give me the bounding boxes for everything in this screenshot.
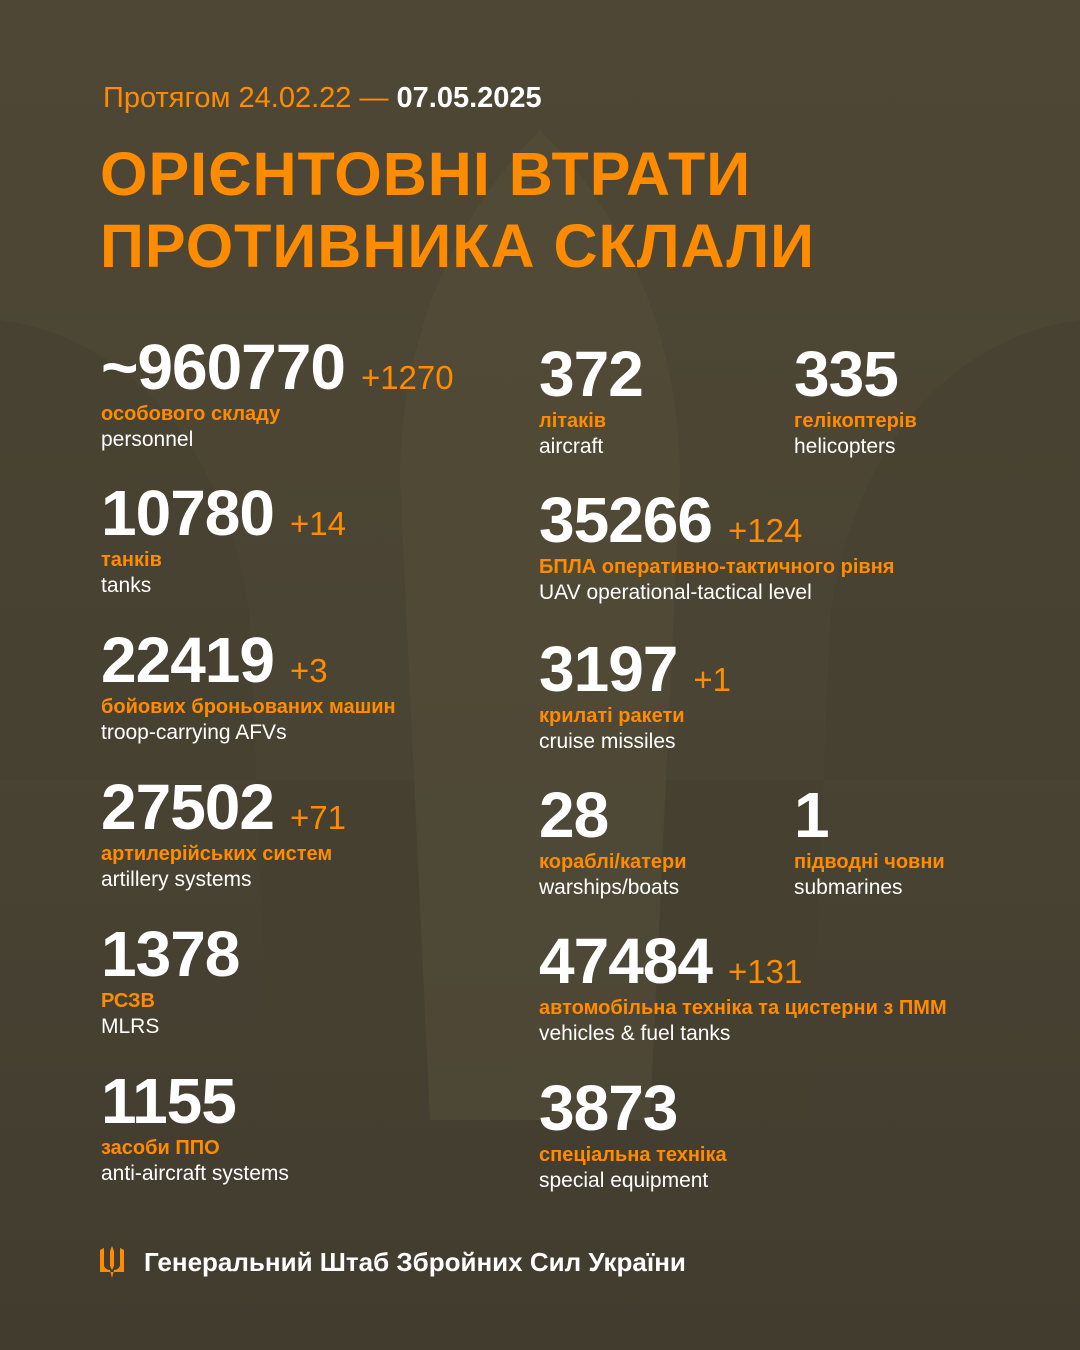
stat-tanks: 10780 +14 танків tanks — [101, 478, 346, 598]
report-date: 07.05.2025 — [396, 82, 542, 114]
stat-delta: +3 — [289, 652, 328, 689]
stat-label-en: aircraft — [539, 435, 604, 458]
stat-label-en: warships/boats — [539, 876, 680, 899]
stat-delta: +71 — [289, 799, 346, 836]
stat-cruise-missiles: 3197 +1 крилаті ракети cruise missiles — [539, 634, 731, 754]
org-name: Генеральний Штаб Збройних Сил України — [144, 1246, 686, 1277]
stat-label-en: anti-aircraft systems — [101, 1162, 289, 1185]
stat-delta: +1270 — [360, 359, 454, 396]
trident-icon — [100, 1246, 124, 1278]
page-title: ОРІЄНТОВНІ ВТРАТИ ПРОТИВНИКА СКЛАЛИ — [100, 138, 815, 282]
title-line-1: ОРІЄНТОВНІ ВТРАТИ — [100, 140, 752, 208]
stat-value: 22419 — [101, 624, 275, 696]
stat-value: 335 — [794, 338, 899, 410]
stat-vehicles: 47484 +131 автомобільна техніка та цистер… — [539, 926, 947, 1046]
stat-value: 1 — [794, 779, 830, 851]
stat-label-ua: танків — [101, 549, 162, 571]
stat-artillery: 27502 +71 артилерійських систем artillery… — [101, 772, 346, 892]
stat-label-en: special equipment — [539, 1169, 709, 1192]
stat-label-en: helicopters — [794, 435, 896, 458]
stat-warships: 28 кораблі/катери warships/boats — [539, 780, 687, 900]
stat-label-ua: кораблі/катери — [539, 851, 687, 873]
footer: Генеральний Штаб Збройних Сил України — [100, 1246, 686, 1278]
stat-value: 372 — [539, 338, 644, 410]
stat-label-en: tanks — [101, 574, 152, 597]
stat-value: 47484 — [539, 925, 713, 997]
stat-label-ua: гелікоптерів — [794, 410, 917, 432]
stat-label-ua: РСЗВ — [101, 990, 155, 1012]
stat-label-en: artillery systems — [101, 868, 252, 891]
stat-label-ua: артилерійських систем — [101, 843, 333, 865]
stat-label-ua: автомобільна техніка та цистерни з ПММ — [539, 997, 947, 1019]
title-line-2: ПРОТИВНИКА СКЛАЛИ — [100, 212, 815, 280]
stat-submarines: 1 підводні човни submarines — [794, 780, 945, 900]
stat-label-en: vehicles & fuel tanks — [539, 1022, 731, 1045]
stat-uav: 35266 +124 БПЛА оперативно-тактичного рів… — [539, 485, 894, 605]
stat-label-ua: бойових броньованих машин — [101, 696, 396, 718]
stat-label-en: submarines — [794, 876, 903, 899]
stat-personnel: ~960770 +1270 особового складу personnel — [101, 332, 454, 452]
stat-label-en: personnel — [101, 428, 194, 451]
stat-value: ~960770 — [101, 331, 346, 403]
stat-label-ua: підводні човни — [794, 851, 945, 873]
stat-label-en: UAV operational-tactical level — [539, 581, 812, 604]
stat-label-ua: крилаті ракети — [539, 705, 685, 727]
stat-value: 1378 — [101, 918, 240, 990]
stat-value: 35266 — [539, 484, 713, 556]
stat-aircraft: 372 літаків aircraft — [539, 338, 644, 459]
stat-value: 28 — [539, 779, 609, 851]
stat-label-ua: спеціальна техніка — [539, 1144, 727, 1166]
stat-label-ua: БПЛА оперативно-тактичного рівня — [539, 556, 895, 578]
stat-value: 27502 — [101, 771, 275, 843]
stat-label-en: troop-carrying AFVs — [101, 721, 287, 744]
stat-afv: 22419 +3 бойових броньованих машин troop-… — [101, 625, 396, 745]
stat-helicopters: 335 гелікоптерів helicopters — [794, 339, 917, 459]
stat-delta: +14 — [289, 505, 346, 542]
stat-value: 3197 — [539, 633, 678, 705]
stat-anti-aircraft: 1155 засоби ППО anti-aircraft systems — [101, 1066, 289, 1186]
period-header: Протягом 24.02.22 — 07.05.2025 — [103, 80, 542, 116]
stat-label-en: cruise missiles — [539, 730, 676, 753]
stat-label-ua: літаків — [539, 410, 607, 432]
stat-label-en: MLRS — [101, 1015, 160, 1038]
stat-special-equipment: 3873 спеціальна техніка special equipmen… — [539, 1073, 727, 1193]
stat-delta: +1 — [693, 661, 731, 698]
stat-delta: +124 — [727, 512, 803, 549]
stat-label-ua: засоби ППО — [101, 1137, 220, 1159]
stat-value: 1155 — [101, 1065, 237, 1137]
period-prefix: Протягом 24.02.22 — — [103, 82, 389, 114]
stat-label-ua: особового складу — [101, 403, 281, 425]
stat-delta: +131 — [727, 953, 803, 990]
stat-value: 3873 — [539, 1072, 678, 1144]
stat-mlrs: 1378 РСЗВ MLRS — [101, 918, 240, 1039]
stat-value: 10780 — [101, 477, 275, 549]
